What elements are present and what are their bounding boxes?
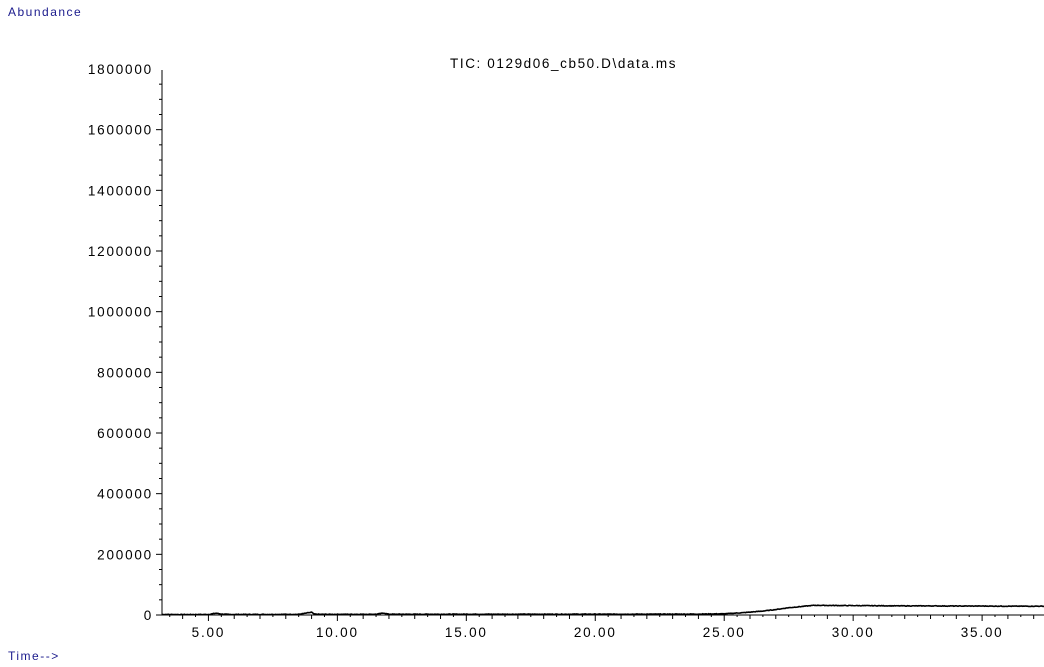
x-axis-ticks: 5.00 10.00 15.00 20.00 25.00 30.00 35.00 [169,615,1035,640]
x-tick-label: 35.00 [961,625,1004,640]
x-tick-label: 15.00 [445,625,488,640]
y-tick-label: 1200000 [88,244,153,259]
y-tick-label: 0 [144,608,153,623]
x-tick-label: 30.00 [832,625,875,640]
y-tick-label: 1800000 [88,62,153,77]
y-tick-label: 600000 [97,426,153,441]
y-tick-label: 400000 [97,487,153,502]
y-axis-ticks: 0 200000 400000 600000 800000 1000000 1200000 1… [88,62,162,623]
tic-trace [161,604,1044,616]
x-axis-label: Time--> [8,649,60,663]
y-tick-label: 1000000 [88,305,153,320]
x-tick-label: 5.00 [192,625,225,640]
x-tick-label: 10.00 [316,625,359,640]
y-tick-label: 800000 [97,365,153,380]
x-tick-label: 20.00 [574,625,617,640]
y-tick-label: 1600000 [88,123,153,138]
y-tick-label: 1400000 [88,183,153,198]
y-axis-label: Abundance [8,5,82,19]
x-tick-label: 25.00 [703,625,746,640]
y-tick-label: 200000 [97,547,153,562]
chart-title: TIC: 0129d06_cb50.D\data.ms [450,56,677,71]
